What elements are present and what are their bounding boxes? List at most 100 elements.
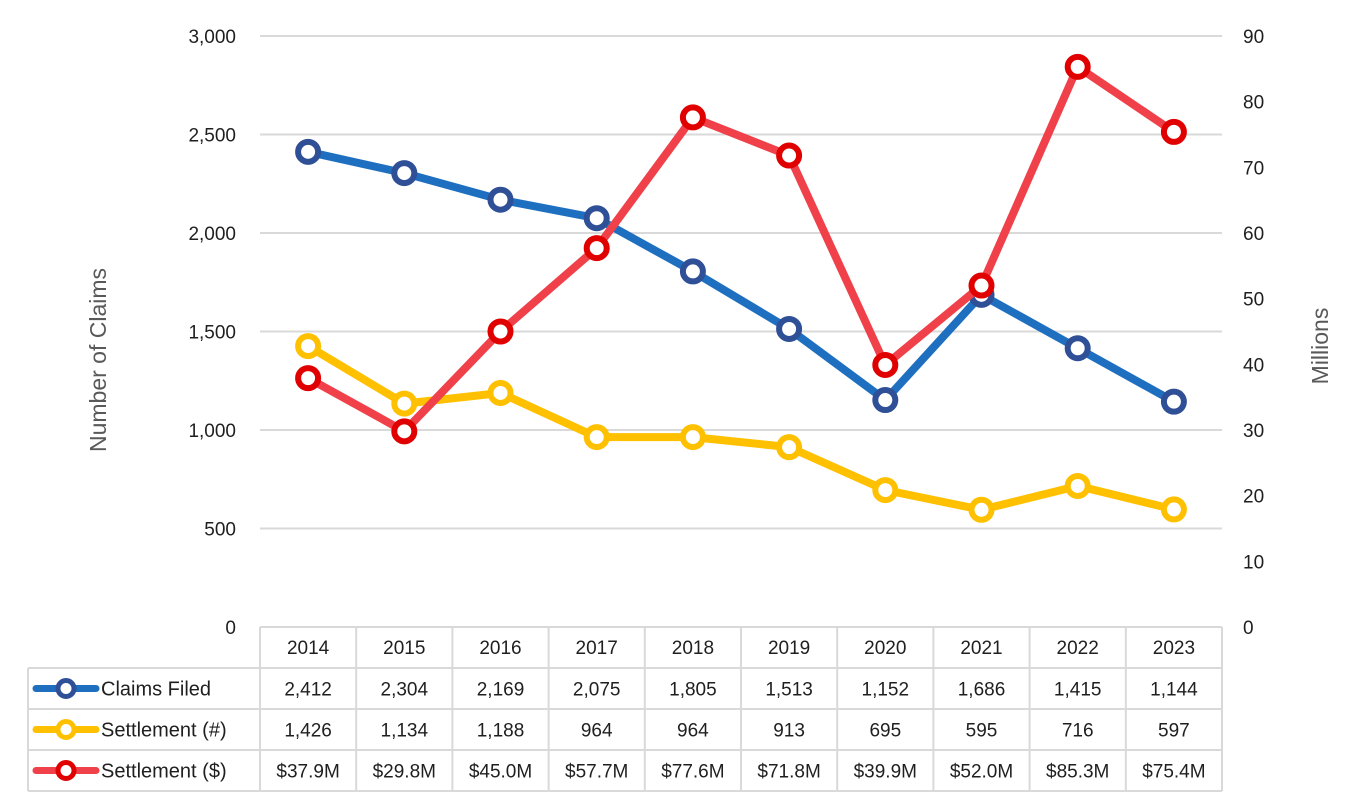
table-cell: $71.8M: [757, 762, 820, 783]
category-label: 2018: [672, 638, 714, 659]
data-point: [679, 258, 706, 285]
right-tick-label: 10: [1243, 552, 1264, 573]
data-point: [391, 390, 418, 417]
right-axis-ticks: 0 10 20 30 40 50 60 70 80 90: [1243, 27, 1264, 639]
data-point: [487, 318, 514, 345]
data-point: [295, 138, 322, 165]
table-cell: $37.9M: [276, 762, 339, 783]
data-point: [487, 186, 514, 213]
data-point: [295, 333, 322, 360]
table-cell: $75.4M: [1142, 762, 1205, 783]
table-cell: 1,152: [862, 680, 910, 701]
data-point: [776, 142, 803, 169]
table-cell: 1,513: [765, 680, 813, 701]
table-cell: $39.9M: [854, 762, 917, 783]
table-cell: $52.0M: [950, 762, 1013, 783]
table-cell: 1,686: [958, 680, 1006, 701]
data-point: [583, 235, 610, 262]
legend-label: Settlement (#): [101, 720, 227, 742]
category-label: 2015: [383, 638, 425, 659]
series-settlement: [295, 53, 1187, 445]
data-point: [776, 434, 803, 461]
right-tick-label: 50: [1243, 290, 1264, 311]
right-axis-title: Millions: [1307, 308, 1333, 385]
data-point: [968, 496, 995, 523]
table-cell: $29.8M: [373, 762, 436, 783]
data-point: [1160, 388, 1187, 415]
table-cell: 1,188: [477, 721, 525, 742]
table-cell: $85.3M: [1046, 762, 1109, 783]
right-tick-label: 80: [1243, 93, 1264, 114]
left-tick-label: 2,000: [188, 224, 236, 245]
series-line: [304, 147, 1178, 406]
series-claims-filed: [295, 138, 1187, 415]
table-cell: $57.7M: [565, 762, 628, 783]
data-point: [487, 379, 514, 406]
table-cell: 1,415: [1054, 680, 1102, 701]
right-tick-label: 60: [1243, 224, 1264, 245]
category-label: 2019: [768, 638, 810, 659]
table-cell: 716: [1062, 721, 1094, 742]
data-table: 2014 2015 2016 2017 2018 2019 2020 2021 2022 2023…: [27, 626, 1223, 792]
data-point: [679, 424, 706, 451]
category-label: 2017: [576, 638, 618, 659]
left-axis-title: Number of Claims: [85, 268, 111, 452]
data-point: [968, 272, 995, 299]
data-point: [872, 477, 899, 504]
category-label: 2021: [960, 638, 1002, 659]
table-cell: 2,412: [284, 680, 332, 701]
data-point: [776, 315, 803, 342]
table-cell: 595: [966, 721, 998, 742]
table-cell: 2,169: [477, 680, 525, 701]
legend-key: [32, 719, 100, 740]
legend-key: [32, 678, 100, 699]
table-cell: 964: [677, 721, 709, 742]
right-tick-label: 40: [1243, 355, 1264, 376]
data-point: [1064, 472, 1091, 499]
data-point: [583, 424, 610, 451]
data-point: [1064, 53, 1091, 80]
table-cell: 1,134: [381, 721, 429, 742]
table-cell: 1,426: [284, 721, 332, 742]
right-tick-label: 30: [1243, 421, 1264, 442]
data-point: [1160, 496, 1187, 523]
data-point: [391, 160, 418, 187]
data-point: [391, 418, 418, 445]
right-tick-label: 70: [1243, 158, 1264, 179]
data-point: [295, 365, 322, 392]
series-settlement: [295, 333, 1187, 523]
table-cell: $45.0M: [469, 762, 532, 783]
right-tick-label: 20: [1243, 487, 1264, 508]
table-cell: 2,075: [573, 680, 621, 701]
series-group: [295, 53, 1187, 523]
table-cell: 695: [869, 721, 901, 742]
data-point: [583, 205, 610, 232]
data-point: [679, 104, 706, 131]
category-label: 2023: [1153, 638, 1195, 659]
legend-label: Claims Filed: [101, 679, 211, 701]
gridlines: [260, 35, 1222, 530]
table-cell: 597: [1158, 721, 1190, 742]
table-cell: 964: [581, 721, 613, 742]
table-cell: $77.6M: [661, 762, 724, 783]
category-label: 2020: [864, 638, 906, 659]
data-point: [1064, 335, 1091, 362]
category-label: 2014: [287, 638, 330, 659]
data-point: [1160, 118, 1187, 145]
left-tick-label: 1,500: [188, 323, 236, 344]
series-line: [304, 342, 1178, 514]
left-tick-label: 3,000: [188, 27, 236, 48]
category-label: 2022: [1057, 638, 1099, 659]
left-tick-label: 0: [225, 618, 236, 639]
table-cell: 913: [773, 721, 805, 742]
left-tick-label: 1,000: [188, 421, 236, 442]
category-label: 2016: [479, 638, 521, 659]
table-cell: 2,304: [381, 680, 429, 701]
right-tick-label: 0: [1243, 618, 1254, 639]
left-tick-label: 2,500: [188, 126, 236, 147]
series-line: [304, 62, 1178, 436]
table-cell: 1,144: [1150, 680, 1198, 701]
table-cell: 1,805: [669, 680, 717, 701]
legend-key: [32, 760, 100, 781]
